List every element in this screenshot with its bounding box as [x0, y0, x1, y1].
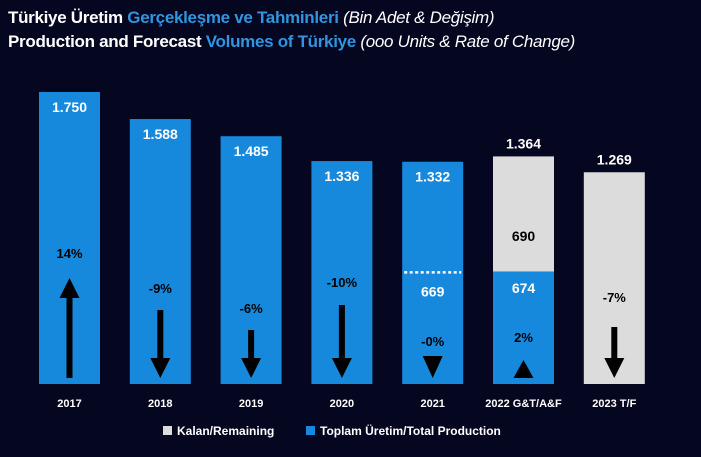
- up-arrow-icon: [59, 278, 80, 378]
- down-arrow-icon: [241, 330, 262, 378]
- year-label: 2018: [148, 398, 172, 410]
- title-english: Production and Forecast Volumes of Türki…: [8, 32, 575, 52]
- change-label: 14%: [56, 246, 82, 261]
- year-label: 2023 T/F: [592, 398, 636, 410]
- total-value-label: 1.750: [52, 99, 87, 115]
- total-value-label: 1.336: [324, 168, 359, 184]
- change-label: -9%: [149, 281, 173, 296]
- title-accent: Gerçekleşme ve Tahminleri: [127, 8, 339, 27]
- change-label: -10%: [327, 275, 358, 290]
- change-label: -6%: [240, 301, 264, 316]
- title-part: Türkiye Üretim: [8, 8, 128, 27]
- segment-label: 674: [512, 280, 536, 296]
- title-turkish: Türkiye Üretim Gerçekleşme ve Tahminleri…: [8, 8, 495, 28]
- legend-label: Kalan/Remaining: [177, 424, 274, 438]
- change-label: -7%: [603, 290, 627, 305]
- down-arrow-icon: [331, 305, 352, 378]
- legend-label: Toplam Üretim/Total Production: [320, 423, 501, 438]
- segment-label: 690: [512, 228, 536, 244]
- year-label: 2022 G&T/A&F: [485, 398, 562, 410]
- up-triangle-icon: [513, 360, 534, 378]
- total-value-label: 1.364: [506, 135, 541, 151]
- total-value-label: 1.485: [234, 143, 269, 159]
- total-value-label: 1.332: [415, 169, 450, 185]
- bar-remaining: [493, 156, 554, 272]
- year-label: 2020: [330, 398, 354, 410]
- change-label: 2%: [514, 330, 533, 345]
- title-units: (ooo Units & Rate of Change): [355, 32, 575, 51]
- change-label: -0%: [421, 334, 445, 349]
- year-label: 2021: [420, 398, 444, 410]
- year-label: 2017: [57, 398, 81, 410]
- down-arrow-icon: [150, 310, 171, 378]
- down-arrow-icon: [604, 327, 625, 378]
- legend-swatch-total: [306, 426, 315, 435]
- legend-swatch-remaining: [163, 426, 172, 435]
- down-triangle-icon: [422, 356, 443, 378]
- total-value-label: 1.588: [143, 126, 178, 142]
- segment-label: 669: [421, 283, 445, 299]
- title-accent: Volumes of Türkiye: [205, 32, 356, 51]
- title-units: (Bin Adet & Değişim): [338, 8, 495, 27]
- title-part: Production and Forecast: [8, 32, 206, 51]
- year-label: 2019: [239, 398, 263, 410]
- total-value-label: 1.269: [597, 151, 632, 167]
